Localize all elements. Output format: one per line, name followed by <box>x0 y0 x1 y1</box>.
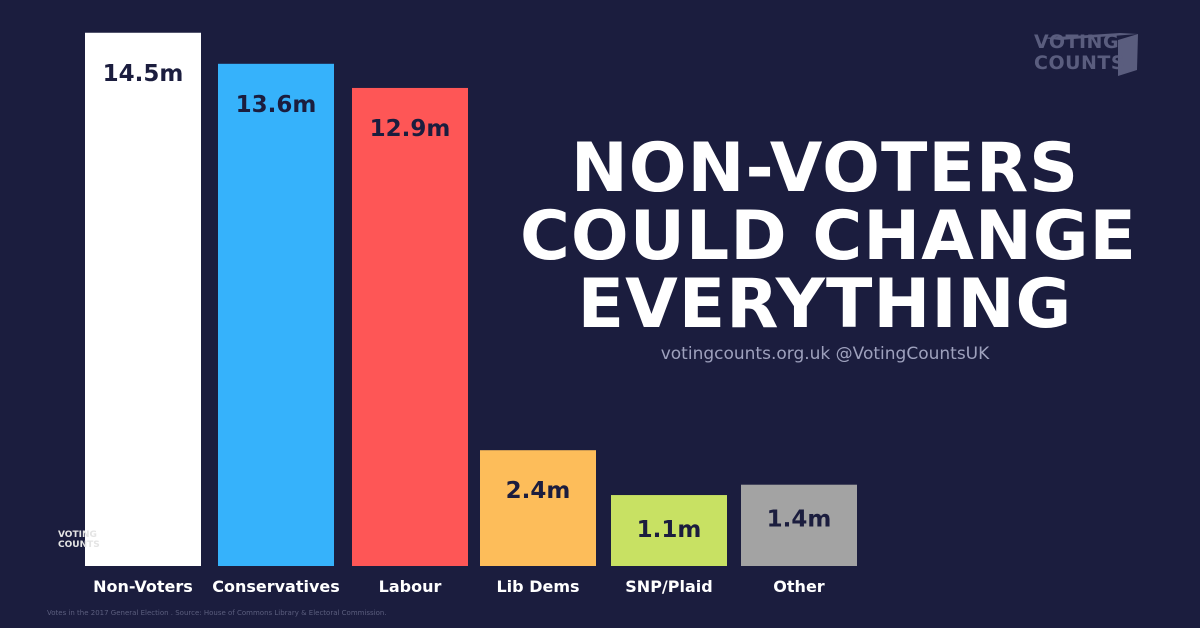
bar-other <box>741 484 857 566</box>
data-label: 1.4m <box>767 507 832 533</box>
logo-line-2: COUNTS <box>1034 52 1126 74</box>
bar-lib-dems <box>480 450 596 566</box>
bar-labour <box>352 87 468 566</box>
bar-snp-plaid <box>611 495 727 566</box>
category-label: Lib Dems <box>496 577 579 596</box>
bar-conservatives <box>218 63 334 567</box>
bar-non-voters <box>85 32 201 566</box>
logo-line-1: VOTING <box>1034 31 1120 53</box>
headline-line-3: EVERYTHING <box>577 265 1073 344</box>
data-label: 1.1m <box>637 517 702 543</box>
category-label: SNP/Plaid <box>625 577 712 596</box>
data-label: 13.6m <box>236 92 317 118</box>
watermark-logo: VOTING COUNTS <box>58 530 100 550</box>
category-label: Non-Voters <box>93 577 193 596</box>
ballot-box-icon <box>1042 33 1138 76</box>
voting-counts-logo: VOTING COUNTS <box>1030 30 1140 80</box>
data-label: 12.9m <box>370 116 451 142</box>
headline-line-2: COULD CHANGE <box>520 197 1137 276</box>
category-label: Labour <box>379 577 442 596</box>
data-label: 14.5m <box>103 61 184 87</box>
data-label: 2.4m <box>506 478 571 504</box>
footnote: Votes in the 2017 General Election . Sou… <box>47 609 387 617</box>
headline-line-1: NON-VOTERS <box>570 129 1080 208</box>
category-label: Other <box>773 577 824 596</box>
subtitle: votingcounts.org.uk @VotingCountsUK <box>660 344 990 364</box>
headline: NON-VOTERS COULD CHANGE EVERYTHING <box>520 129 1137 344</box>
category-label: Conservatives <box>212 577 340 596</box>
